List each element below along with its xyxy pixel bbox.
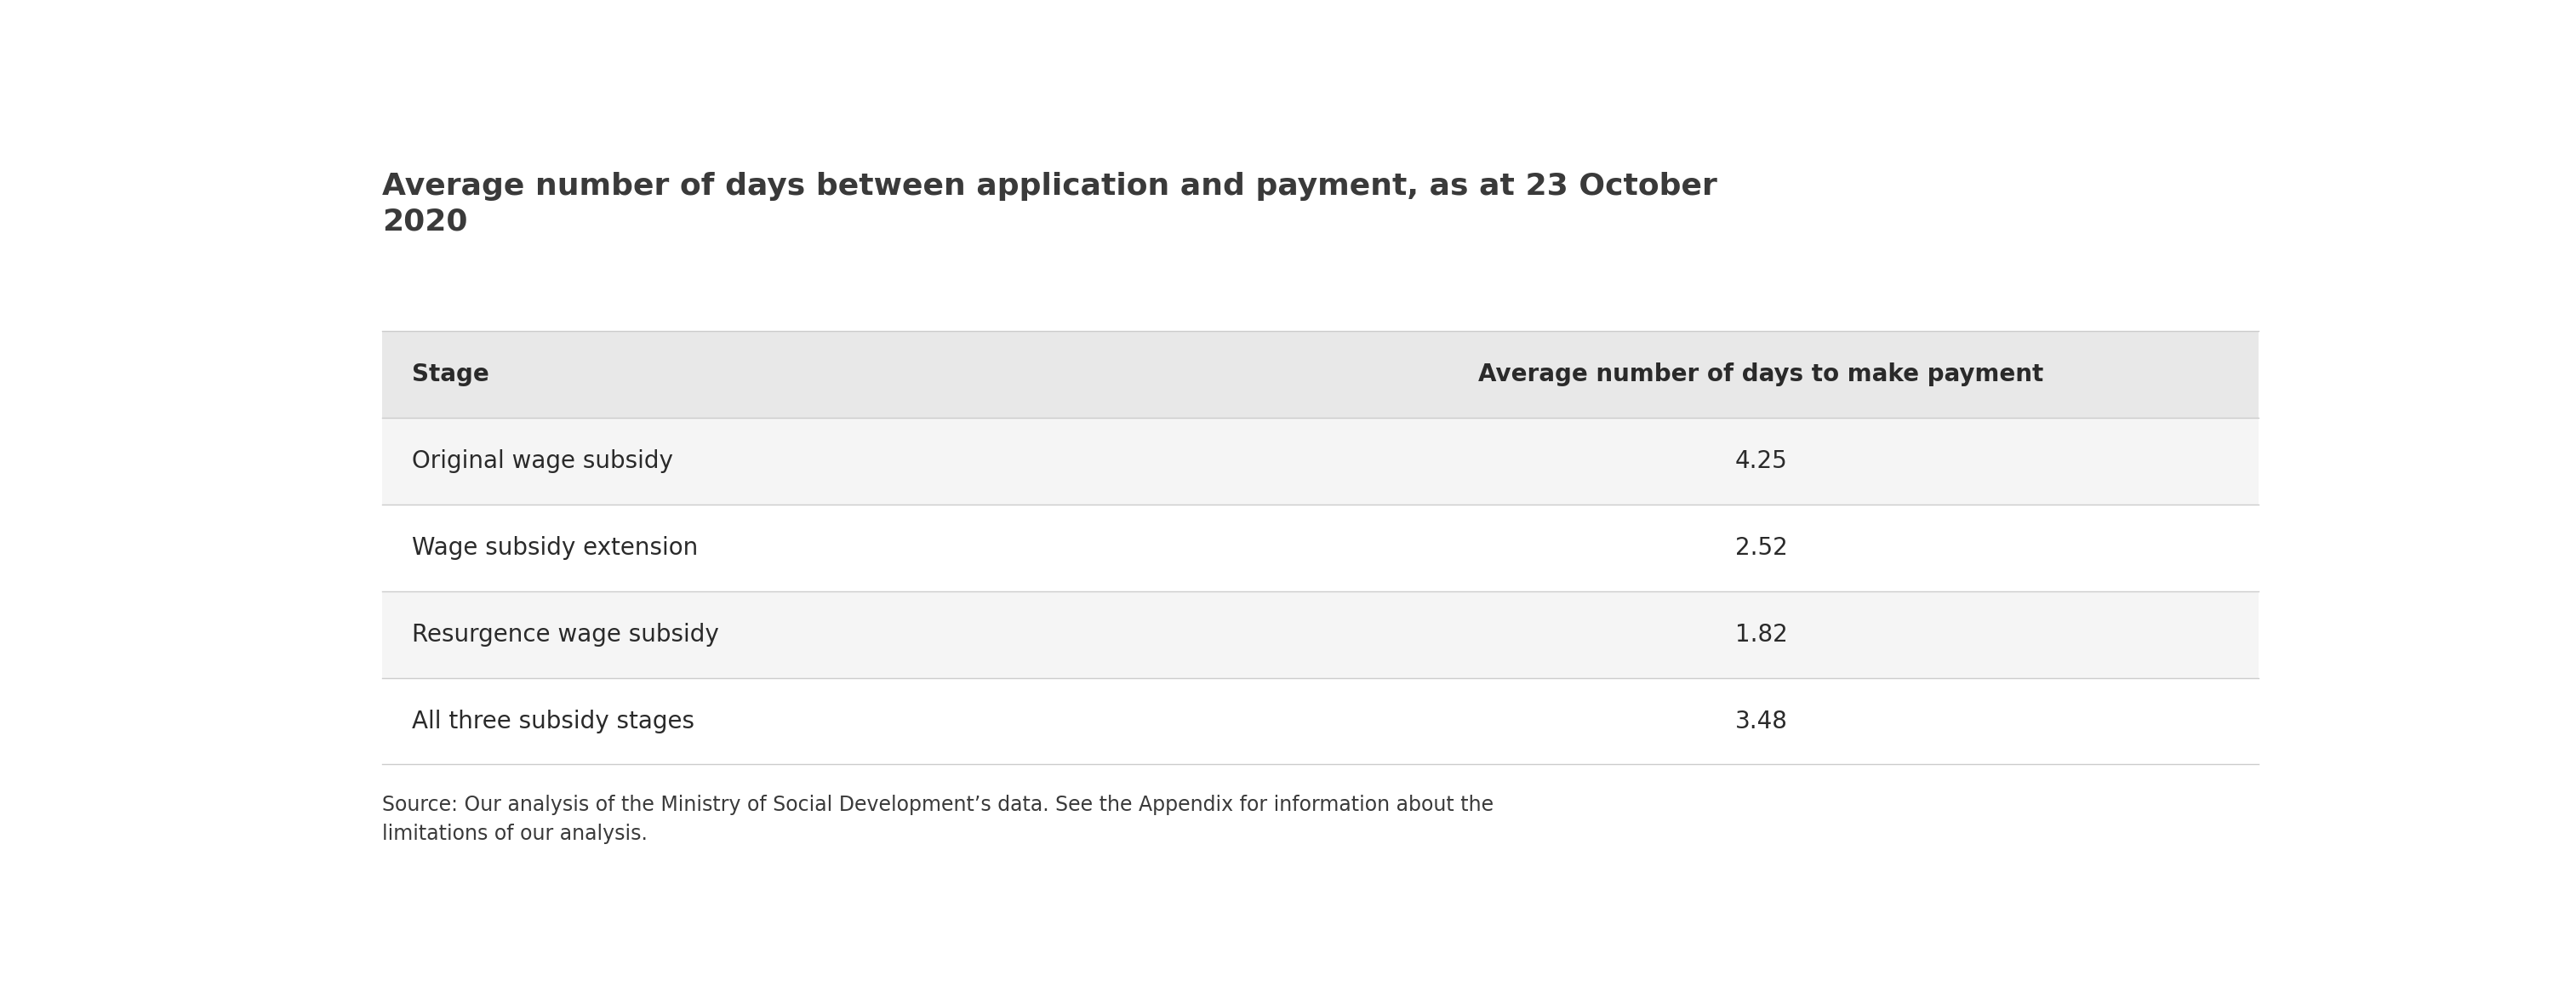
Text: 3.48: 3.48 <box>1734 710 1788 733</box>
Bar <box>381 678 2259 764</box>
Bar <box>381 332 2259 418</box>
Text: Average number of days to make payment: Average number of days to make payment <box>1479 362 2043 387</box>
Text: Original wage subsidy: Original wage subsidy <box>412 449 672 473</box>
Text: Average number of days between application and payment, as at 23 October
2020: Average number of days between applicati… <box>381 172 1718 237</box>
Text: Wage subsidy extension: Wage subsidy extension <box>412 536 698 560</box>
Bar <box>381 418 2259 504</box>
Text: Resurgence wage subsidy: Resurgence wage subsidy <box>412 623 719 646</box>
Text: 1.82: 1.82 <box>1734 623 1788 646</box>
Text: Source: Our analysis of the Ministry of Social Development’s data. See the Appen: Source: Our analysis of the Ministry of … <box>381 795 1494 844</box>
Bar <box>381 591 2259 678</box>
Text: 2.52: 2.52 <box>1734 536 1788 560</box>
Text: 4.25: 4.25 <box>1734 449 1788 473</box>
Bar <box>381 504 2259 591</box>
Text: Stage: Stage <box>412 362 489 387</box>
Text: All three subsidy stages: All three subsidy stages <box>412 710 696 733</box>
